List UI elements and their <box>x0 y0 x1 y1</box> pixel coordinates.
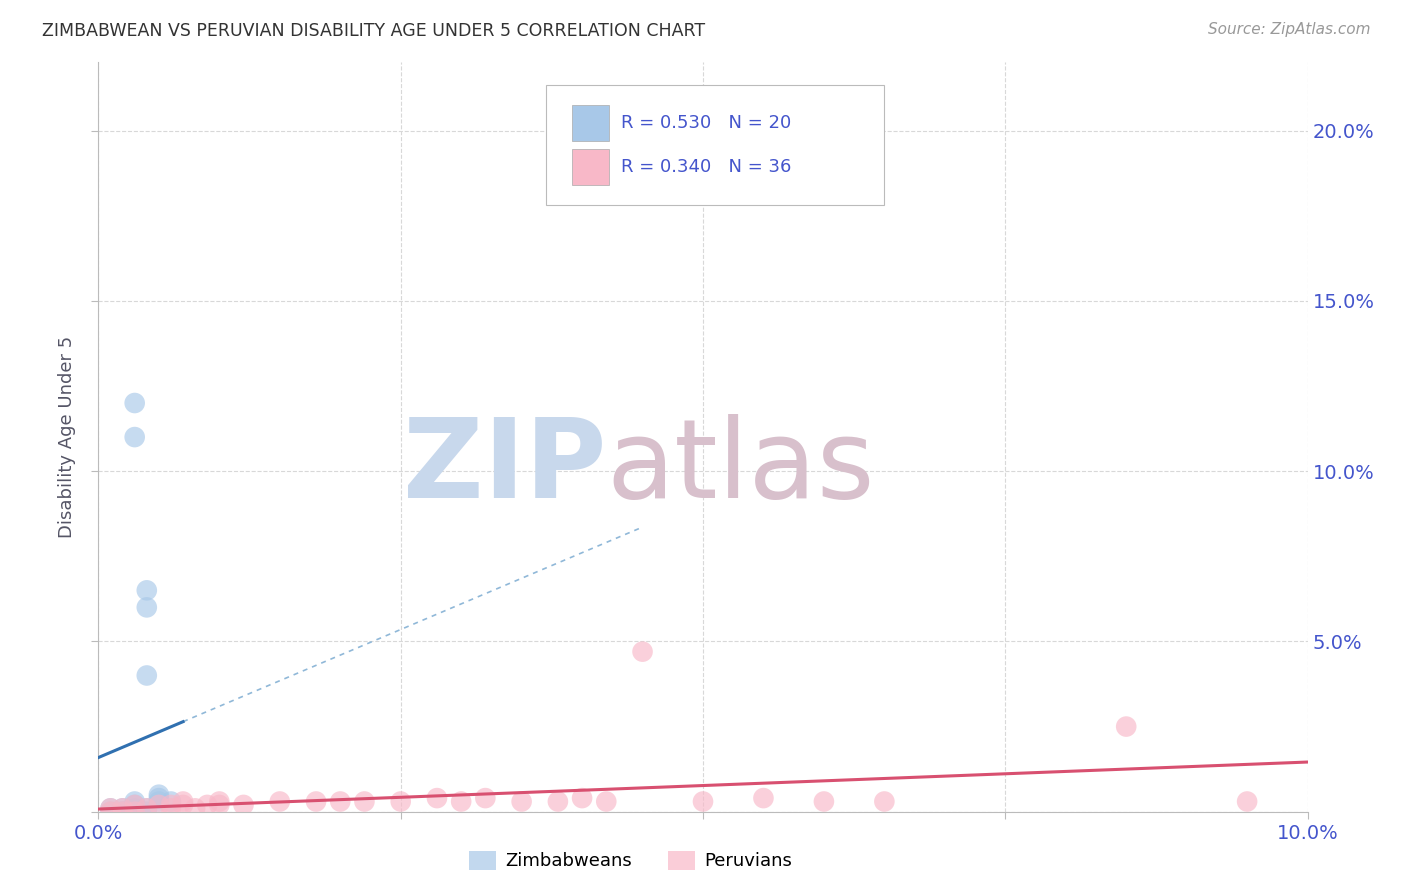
Point <box>100 801 122 815</box>
Y-axis label: Disability Age Under 5: Disability Age Under 5 <box>58 336 76 538</box>
Legend: Zimbabweans, Peruvians: Zimbabweans, Peruvians <box>461 844 799 878</box>
Point <box>148 788 170 802</box>
Point <box>111 805 134 819</box>
Text: ZIMBABWEAN VS PERUVIAN DISABILITY AGE UNDER 5 CORRELATION CHART: ZIMBABWEAN VS PERUVIAN DISABILITY AGE UN… <box>42 22 706 40</box>
Point <box>124 797 146 812</box>
Point <box>510 795 533 809</box>
Point <box>135 801 157 815</box>
Point <box>111 805 134 819</box>
Point <box>595 795 617 809</box>
Point <box>813 795 835 809</box>
FancyBboxPatch shape <box>546 85 884 205</box>
Point <box>100 805 122 819</box>
Text: atlas: atlas <box>606 414 875 521</box>
Point <box>124 805 146 819</box>
Point <box>148 791 170 805</box>
Point <box>124 396 146 410</box>
Point <box>692 795 714 809</box>
Point <box>232 797 254 812</box>
Point <box>111 801 134 815</box>
FancyBboxPatch shape <box>572 105 609 141</box>
Point <box>135 801 157 815</box>
Point <box>571 791 593 805</box>
Point <box>547 795 569 809</box>
Point <box>208 795 231 809</box>
Point <box>111 805 134 819</box>
Point <box>172 795 194 809</box>
Point <box>269 795 291 809</box>
Point <box>426 791 449 805</box>
Point <box>135 600 157 615</box>
Text: Source: ZipAtlas.com: Source: ZipAtlas.com <box>1208 22 1371 37</box>
Point <box>148 795 170 809</box>
Point <box>111 801 134 815</box>
Point <box>100 805 122 819</box>
Point <box>389 795 412 809</box>
Point <box>135 805 157 819</box>
Text: R = 0.530   N = 20: R = 0.530 N = 20 <box>621 114 792 132</box>
Point <box>124 797 146 812</box>
Point <box>160 797 183 812</box>
Point <box>631 645 654 659</box>
Point <box>450 795 472 809</box>
Point <box>135 668 157 682</box>
Point <box>135 583 157 598</box>
Point <box>474 791 496 805</box>
Point <box>148 797 170 812</box>
Text: R = 0.340   N = 36: R = 0.340 N = 36 <box>621 158 792 176</box>
Point <box>124 805 146 819</box>
Point <box>160 795 183 809</box>
Point <box>172 797 194 812</box>
Point <box>873 795 896 809</box>
Point <box>1115 720 1137 734</box>
Point <box>353 795 375 809</box>
Point <box>208 797 231 812</box>
Point <box>184 801 207 815</box>
Point <box>160 801 183 815</box>
Point <box>124 430 146 444</box>
Point <box>100 801 122 815</box>
Point <box>1236 795 1258 809</box>
Point <box>124 795 146 809</box>
Point <box>752 791 775 805</box>
Point <box>305 795 328 809</box>
Text: ZIP: ZIP <box>404 414 606 521</box>
FancyBboxPatch shape <box>572 149 609 185</box>
Point <box>195 797 218 812</box>
Point <box>329 795 352 809</box>
Point <box>124 801 146 815</box>
